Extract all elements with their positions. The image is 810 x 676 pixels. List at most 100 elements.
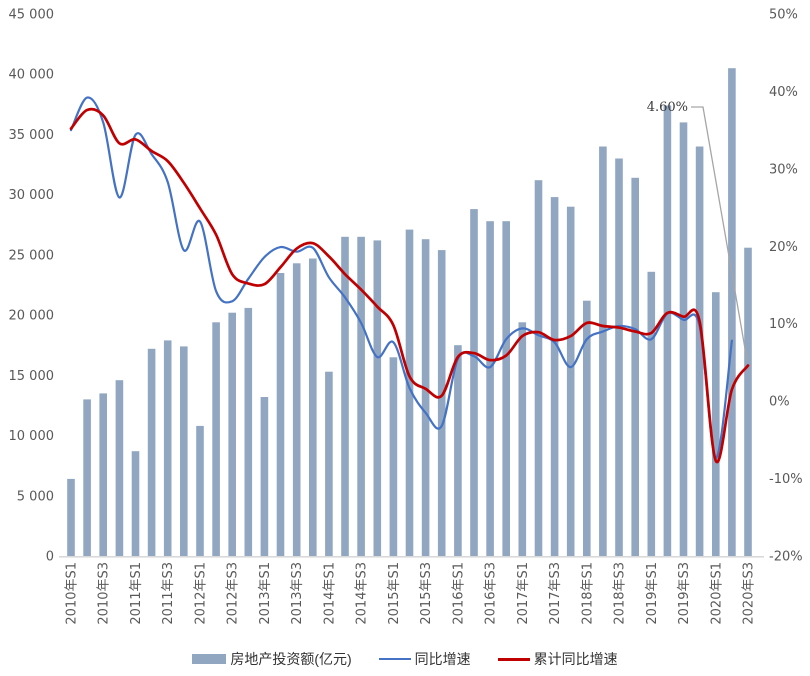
investment-bar [615, 158, 623, 556]
x-axis-tick-label: 2019年S3 [677, 562, 692, 625]
investment-bar [405, 229, 414, 556]
y-axis-right-tick-label: 30% [769, 162, 798, 177]
x-axis-tick-label: 2011年S1 [129, 562, 144, 625]
legend-item-yoy-growth: 同比增速 [378, 649, 471, 669]
legend-label: 房地产投资额(亿元) [230, 651, 352, 667]
investment-bar [83, 399, 91, 556]
investment-bar [357, 236, 365, 557]
legend: 房地产投资额(亿元) 同比增速 累计同比增速 [0, 645, 810, 673]
y-axis-left-tick-label: 20 000 [9, 309, 55, 324]
x-axis-tick-label: 2012年S1 [194, 562, 209, 625]
x-axis-tick-label: 2010年S1 [65, 562, 80, 625]
investment-bar [373, 240, 382, 556]
x-axis-tick-label: 2017年S1 [516, 562, 531, 625]
lines-group [69, 96, 750, 464]
y-axis-left-tick-label: 30 000 [9, 188, 55, 203]
y-axis-right-tick-label: 0% [769, 395, 790, 410]
investment-bar [325, 371, 333, 556]
x-axis-tick-label: 2015年S3 [419, 562, 434, 625]
investment-bar [695, 146, 704, 556]
investment-bar [502, 221, 510, 556]
investment-bar [599, 146, 607, 556]
investment-bar [454, 345, 462, 556]
annotation-leader-line [691, 106, 748, 361]
x-axis-tick-label: 2020年S3 [742, 562, 757, 625]
investment-bar [196, 425, 204, 556]
x-axis-tick-label: 2014年S3 [355, 562, 370, 625]
line-swatch-icon [497, 657, 530, 661]
y-axis-right-tick-label: 50% [769, 8, 798, 23]
legend-item-cumulative-growth: 累计同比增速 [497, 649, 618, 669]
investment-bar [550, 197, 559, 556]
investment-bar [99, 393, 107, 556]
investment-bar [67, 478, 75, 556]
investment-bar [421, 239, 430, 556]
line-swatch-icon [378, 658, 411, 660]
investment-bar [470, 209, 478, 556]
x-axis-tick-label: 2016年S1 [451, 562, 466, 625]
investment-bar [180, 346, 188, 556]
y-axis-left-tick-label: 35 000 [9, 128, 55, 143]
investment-bar [276, 273, 285, 556]
legend-item-investment: 房地产投资额(亿元) [192, 649, 352, 669]
investment-bar [437, 250, 446, 556]
investment-bar [292, 263, 301, 556]
investment-bar [486, 221, 494, 556]
investment-bar [583, 300, 591, 556]
bar-swatch-icon [192, 654, 227, 664]
investment-bar [663, 105, 672, 556]
y-axis-left-tick-label: 0 [46, 550, 54, 565]
x-axis-tick-label: 2013年S3 [290, 562, 305, 625]
investment-bar [131, 451, 140, 556]
x-axis-tick-label: 2018年S1 [580, 562, 595, 625]
legend-label: 累计同比增速 [533, 651, 618, 667]
investment-bar [679, 122, 688, 557]
x-axis-tick-label: 2018年S3 [613, 562, 628, 625]
investment-bar [163, 340, 172, 556]
y-axis-left-tick-label: 10 000 [9, 429, 55, 444]
yoy-growth-line [69, 96, 733, 459]
x-axis-tick-label: 2011年S3 [161, 562, 176, 625]
annotation-label: 4.60% [647, 100, 688, 115]
y-axis-left-tick-label: 15 000 [9, 369, 55, 384]
y-axis-right-tick-label: 20% [769, 240, 798, 255]
y-axis-right-tick-label: 10% [769, 317, 798, 332]
bars-group [67, 68, 752, 557]
x-axis-tick-label: 2016年S3 [484, 562, 499, 625]
investment-bar [115, 380, 124, 556]
y-axis-right-tick-label: -20% [769, 550, 803, 565]
x-axis-tick-label: 2015年S1 [387, 562, 402, 625]
y-axis-left-tick-label: 45 000 [9, 8, 55, 23]
investment-bar [728, 68, 736, 556]
plot-area: 0 5 000 10 000 15 000 20 000 25 000 30 000 35 0… [9, 8, 803, 625]
investment-bar [712, 292, 720, 556]
x-axis-tick-label: 2020年S1 [709, 562, 724, 625]
cumulative-growth-line [69, 107, 750, 464]
investment-bar [228, 312, 236, 556]
y-axis-right-tick-label: 40% [769, 85, 798, 100]
investment-bar [534, 180, 543, 556]
y-axis-right-tick-label: -10% [769, 472, 803, 487]
investment-bar [341, 236, 349, 557]
x-axis-tick-label: 2014年S1 [322, 562, 337, 625]
x-axis-tick-label: 2019年S1 [645, 562, 660, 625]
investment-bar [744, 247, 752, 556]
axes-group: 0 5 000 10 000 15 000 20 000 25 000 30 000 35 0… [9, 8, 803, 625]
legend-label: 同比增速 [414, 651, 471, 667]
x-axis-tick-label: 2012年S3 [226, 562, 241, 625]
y-axis-left-tick-label: 25 000 [9, 248, 55, 263]
investment-bar [309, 258, 317, 556]
investment-bar [518, 322, 527, 556]
x-axis-tick-label: 2013年S1 [258, 562, 273, 625]
x-axis-tick-label: 2017年S3 [548, 562, 563, 625]
y-axis-left-tick-label: 5 000 [17, 489, 54, 504]
y-axis-left-tick-label: 40 000 [9, 68, 55, 83]
investment-bar [260, 397, 269, 556]
investment-bar [566, 206, 575, 556]
investment-bar [631, 177, 639, 557]
investment-bar [212, 322, 220, 556]
investment-bar [389, 357, 398, 556]
x-axis-line [59, 556, 764, 558]
investment-bar [147, 348, 156, 556]
